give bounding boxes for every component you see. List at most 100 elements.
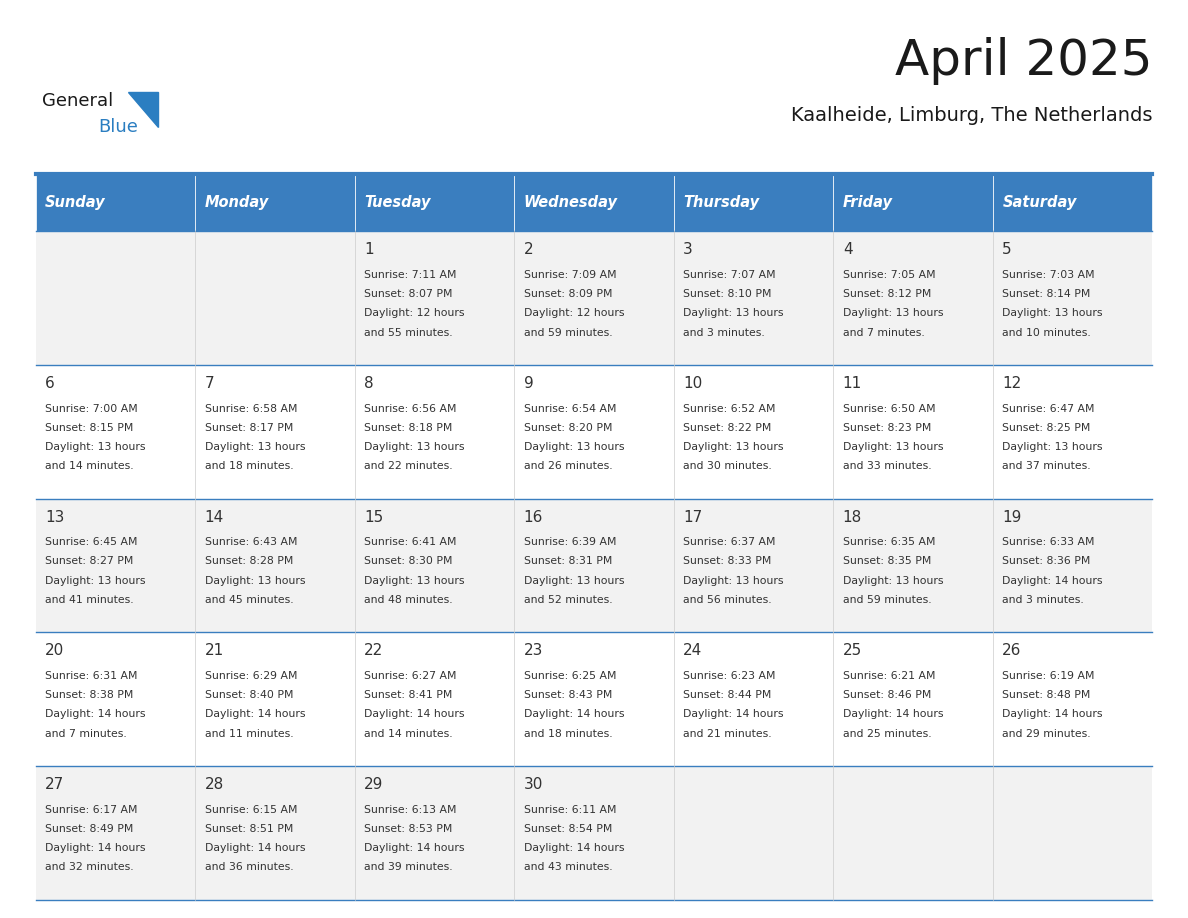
Text: 15: 15	[365, 509, 384, 525]
Text: Sunset: 8:51 PM: Sunset: 8:51 PM	[204, 823, 293, 834]
Text: and 26 minutes.: and 26 minutes.	[524, 462, 612, 471]
Text: Sunset: 8:30 PM: Sunset: 8:30 PM	[365, 556, 453, 566]
Text: and 43 minutes.: and 43 minutes.	[524, 862, 612, 872]
Text: Sunrise: 6:21 AM: Sunrise: 6:21 AM	[842, 671, 935, 681]
Text: Sunset: 8:43 PM: Sunset: 8:43 PM	[524, 690, 612, 700]
Text: 6: 6	[45, 376, 55, 391]
Text: and 18 minutes.: and 18 minutes.	[204, 462, 293, 471]
Text: Sunset: 8:17 PM: Sunset: 8:17 PM	[204, 423, 293, 432]
Text: Daylight: 14 hours: Daylight: 14 hours	[204, 843, 305, 853]
Text: Daylight: 14 hours: Daylight: 14 hours	[45, 710, 146, 720]
Text: and 36 minutes.: and 36 minutes.	[204, 862, 293, 872]
Text: Sunset: 8:27 PM: Sunset: 8:27 PM	[45, 556, 133, 566]
Text: 27: 27	[45, 777, 64, 792]
Text: 20: 20	[45, 644, 64, 658]
Text: 23: 23	[524, 644, 543, 658]
Text: Daylight: 13 hours: Daylight: 13 hours	[1003, 442, 1102, 452]
Text: Sunset: 8:22 PM: Sunset: 8:22 PM	[683, 423, 772, 432]
Text: Daylight: 14 hours: Daylight: 14 hours	[1003, 576, 1102, 586]
Text: Sunrise: 6:29 AM: Sunrise: 6:29 AM	[204, 671, 297, 681]
Text: and 59 minutes.: and 59 minutes.	[842, 595, 931, 605]
Bar	[195, 174, 355, 231]
Text: Sunrise: 6:37 AM: Sunrise: 6:37 AM	[683, 537, 776, 547]
Text: 11: 11	[842, 376, 862, 391]
Text: Daylight: 14 hours: Daylight: 14 hours	[842, 710, 943, 720]
Text: Daylight: 13 hours: Daylight: 13 hours	[365, 442, 465, 452]
Text: Friday: Friday	[842, 196, 893, 210]
Text: Daylight: 13 hours: Daylight: 13 hours	[842, 576, 943, 586]
Text: Daylight: 14 hours: Daylight: 14 hours	[45, 843, 146, 853]
Text: Sunset: 8:09 PM: Sunset: 8:09 PM	[524, 289, 612, 299]
Text: Daylight: 12 hours: Daylight: 12 hours	[524, 308, 624, 319]
Text: Sunrise: 6:15 AM: Sunrise: 6:15 AM	[204, 804, 297, 814]
Text: Sunrise: 7:05 AM: Sunrise: 7:05 AM	[842, 270, 935, 280]
Bar	[833, 174, 993, 231]
Text: and 11 minutes.: and 11 minutes.	[204, 729, 293, 739]
Text: 12: 12	[1003, 376, 1022, 391]
Text: Monday: Monday	[204, 196, 268, 210]
Text: Daylight: 13 hours: Daylight: 13 hours	[683, 308, 784, 319]
Text: Saturday: Saturday	[1003, 196, 1076, 210]
Text: Sunset: 8:44 PM: Sunset: 8:44 PM	[683, 690, 772, 700]
Text: and 52 minutes.: and 52 minutes.	[524, 595, 612, 605]
Text: and 7 minutes.: and 7 minutes.	[842, 328, 924, 338]
Text: 16: 16	[524, 509, 543, 525]
Text: Sunrise: 6:58 AM: Sunrise: 6:58 AM	[204, 404, 297, 413]
Text: and 39 minutes.: and 39 minutes.	[365, 862, 453, 872]
Bar	[514, 174, 674, 231]
Text: Sunrise: 6:54 AM: Sunrise: 6:54 AM	[524, 404, 617, 413]
Text: Daylight: 14 hours: Daylight: 14 hours	[365, 710, 465, 720]
Text: Sunrise: 7:07 AM: Sunrise: 7:07 AM	[683, 270, 776, 280]
Text: Daylight: 14 hours: Daylight: 14 hours	[524, 710, 624, 720]
Bar	[993, 174, 1152, 231]
Text: and 59 minutes.: and 59 minutes.	[524, 328, 612, 338]
Text: Sunrise: 6:27 AM: Sunrise: 6:27 AM	[365, 671, 456, 681]
Text: Daylight: 13 hours: Daylight: 13 hours	[1003, 308, 1102, 319]
Text: Daylight: 13 hours: Daylight: 13 hours	[204, 576, 305, 586]
Text: 28: 28	[204, 777, 223, 792]
Text: 14: 14	[204, 509, 223, 525]
Text: Sunset: 8:48 PM: Sunset: 8:48 PM	[1003, 690, 1091, 700]
Text: 9: 9	[524, 376, 533, 391]
Text: and 30 minutes.: and 30 minutes.	[683, 462, 772, 471]
Text: Sunset: 8:53 PM: Sunset: 8:53 PM	[365, 823, 453, 834]
Text: Daylight: 13 hours: Daylight: 13 hours	[842, 308, 943, 319]
Text: and 32 minutes.: and 32 minutes.	[45, 862, 134, 872]
Text: Sunset: 8:54 PM: Sunset: 8:54 PM	[524, 823, 612, 834]
Text: Sunset: 8:23 PM: Sunset: 8:23 PM	[842, 423, 931, 432]
Text: and 55 minutes.: and 55 minutes.	[365, 328, 453, 338]
Text: Daylight: 13 hours: Daylight: 13 hours	[524, 576, 624, 586]
Text: Sunrise: 6:35 AM: Sunrise: 6:35 AM	[842, 537, 935, 547]
Text: Sunset: 8:07 PM: Sunset: 8:07 PM	[365, 289, 453, 299]
Text: and 29 minutes.: and 29 minutes.	[1003, 729, 1091, 739]
Text: Sunset: 8:40 PM: Sunset: 8:40 PM	[204, 690, 293, 700]
Text: Wednesday: Wednesday	[524, 196, 618, 210]
Text: 19: 19	[1003, 509, 1022, 525]
Text: Sunday: Sunday	[45, 196, 106, 210]
Text: Sunrise: 7:11 AM: Sunrise: 7:11 AM	[365, 270, 456, 280]
Text: Daylight: 13 hours: Daylight: 13 hours	[365, 576, 465, 586]
Text: Daylight: 13 hours: Daylight: 13 hours	[204, 442, 305, 452]
Text: Sunrise: 6:33 AM: Sunrise: 6:33 AM	[1003, 537, 1095, 547]
Text: and 18 minutes.: and 18 minutes.	[524, 729, 612, 739]
Text: Sunrise: 7:00 AM: Sunrise: 7:00 AM	[45, 404, 138, 413]
Text: 3: 3	[683, 242, 693, 257]
Text: and 48 minutes.: and 48 minutes.	[365, 595, 453, 605]
Text: Daylight: 13 hours: Daylight: 13 hours	[45, 442, 146, 452]
Text: Sunrise: 6:19 AM: Sunrise: 6:19 AM	[1003, 671, 1095, 681]
Text: April 2025: April 2025	[895, 37, 1152, 84]
Text: and 22 minutes.: and 22 minutes.	[365, 462, 453, 471]
Bar	[36, 633, 1152, 766]
Text: 4: 4	[842, 242, 853, 257]
Text: 25: 25	[842, 644, 862, 658]
Text: Sunrise: 7:03 AM: Sunrise: 7:03 AM	[1003, 270, 1095, 280]
Text: Sunrise: 6:39 AM: Sunrise: 6:39 AM	[524, 537, 617, 547]
Text: Sunrise: 6:43 AM: Sunrise: 6:43 AM	[204, 537, 297, 547]
Text: Tuesday: Tuesday	[365, 196, 431, 210]
Text: Daylight: 13 hours: Daylight: 13 hours	[683, 576, 784, 586]
Text: Daylight: 14 hours: Daylight: 14 hours	[204, 710, 305, 720]
Text: Sunrise: 6:23 AM: Sunrise: 6:23 AM	[683, 671, 776, 681]
Text: Sunset: 8:14 PM: Sunset: 8:14 PM	[1003, 289, 1091, 299]
Text: Daylight: 13 hours: Daylight: 13 hours	[842, 442, 943, 452]
Text: and 3 minutes.: and 3 minutes.	[1003, 595, 1085, 605]
